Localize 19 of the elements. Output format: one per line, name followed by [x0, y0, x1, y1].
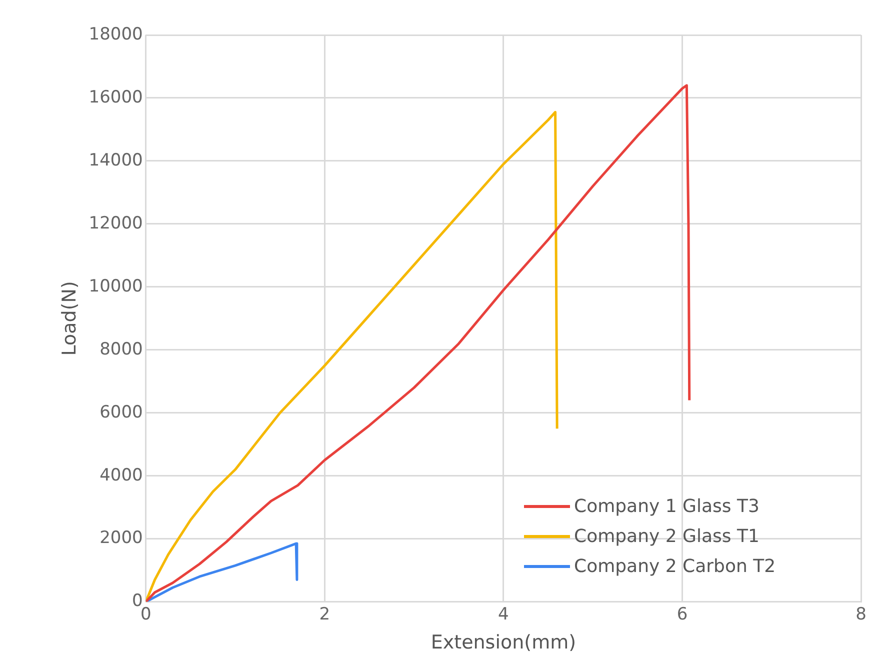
- y-tick-label: 6000: [100, 402, 143, 422]
- x-tick-label: 2: [319, 604, 330, 624]
- x-axis-title: Extension(mm): [430, 632, 576, 654]
- x-tick-label: 4: [498, 604, 509, 624]
- y-tick-label: 12000: [88, 213, 143, 234]
- x-tick-label: 8: [856, 604, 866, 624]
- legend-label: Company 1 Glass T3: [574, 494, 760, 519]
- y-tick-label: 10000: [88, 276, 143, 296]
- y-tick-label: 16000: [88, 87, 143, 108]
- y-tick-label: 0: [132, 591, 143, 612]
- y-tick-label: 2000: [100, 528, 143, 548]
- legend-label: Company 2 Glass T1: [574, 524, 760, 549]
- y-tick-label: 8000: [100, 339, 143, 360]
- legend-label: Company 2 Carbon T2: [574, 554, 776, 579]
- y-axis-title: Load(N): [58, 281, 80, 356]
- y-tick-label: 14000: [88, 150, 143, 170]
- y-tick-label: 18000: [88, 24, 143, 44]
- x-tick-label: 6: [676, 604, 688, 624]
- y-tick-label: 4000: [100, 465, 143, 486]
